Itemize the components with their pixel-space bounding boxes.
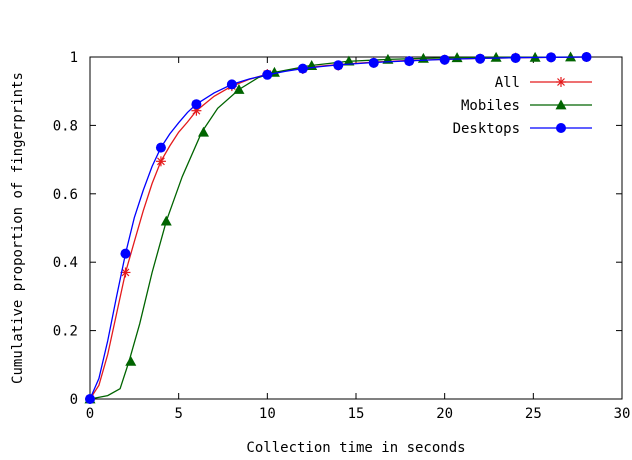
data-point: [369, 58, 379, 68]
data-point: [404, 56, 414, 66]
data-point: [191, 99, 201, 109]
y-tick-label: 0.6: [53, 187, 78, 203]
data-point: [85, 394, 95, 404]
data-point: [440, 55, 450, 65]
data-point: [125, 356, 136, 366]
data-point: [262, 70, 272, 80]
legend-label: Mobiles: [461, 98, 520, 114]
x-tick-label: 5: [174, 406, 182, 422]
y-tick-label: 0.2: [53, 324, 78, 340]
x-tick-label: 20: [436, 406, 453, 422]
data-point: [333, 60, 343, 70]
legend: All Mobiles Desktops: [453, 75, 592, 137]
y-tick-label: 0: [70, 392, 78, 408]
data-point: [156, 156, 166, 166]
data-point: [161, 216, 172, 226]
y-axis-label: Cumulative proportion of fingerprints: [10, 72, 26, 384]
x-tick-labels: 0 5 10 15 20 25 30: [86, 406, 631, 422]
x-tick-label: 30: [614, 406, 631, 422]
x-tick-label: 25: [525, 406, 542, 422]
data-point: [120, 249, 130, 259]
legend-swatch-marker: [556, 123, 566, 133]
data-point: [582, 52, 592, 62]
y-tick-label: 1: [70, 50, 78, 66]
x-tick-label: 15: [348, 406, 365, 422]
data-point: [156, 143, 166, 153]
legend-swatch-marker: [556, 77, 566, 87]
plot-frame: [90, 57, 622, 399]
data-point: [511, 53, 521, 63]
x-axis-label: Collection time in seconds: [246, 440, 465, 456]
legend-label: All: [495, 75, 520, 91]
x-tick-label: 10: [259, 406, 276, 422]
axis-ticks: [90, 57, 622, 399]
data-point: [198, 127, 209, 137]
data-point: [546, 52, 556, 62]
data-point: [475, 54, 485, 64]
x-tick-label: 0: [86, 406, 94, 422]
y-tick-label: 0.4: [53, 255, 78, 271]
legend-label: Desktops: [453, 121, 520, 137]
data-point: [227, 79, 237, 89]
data-point: [298, 64, 308, 74]
y-tick-labels: 0 0.2 0.4 0.6 0.8 1: [53, 50, 78, 408]
y-tick-label: 0.8: [53, 118, 78, 134]
